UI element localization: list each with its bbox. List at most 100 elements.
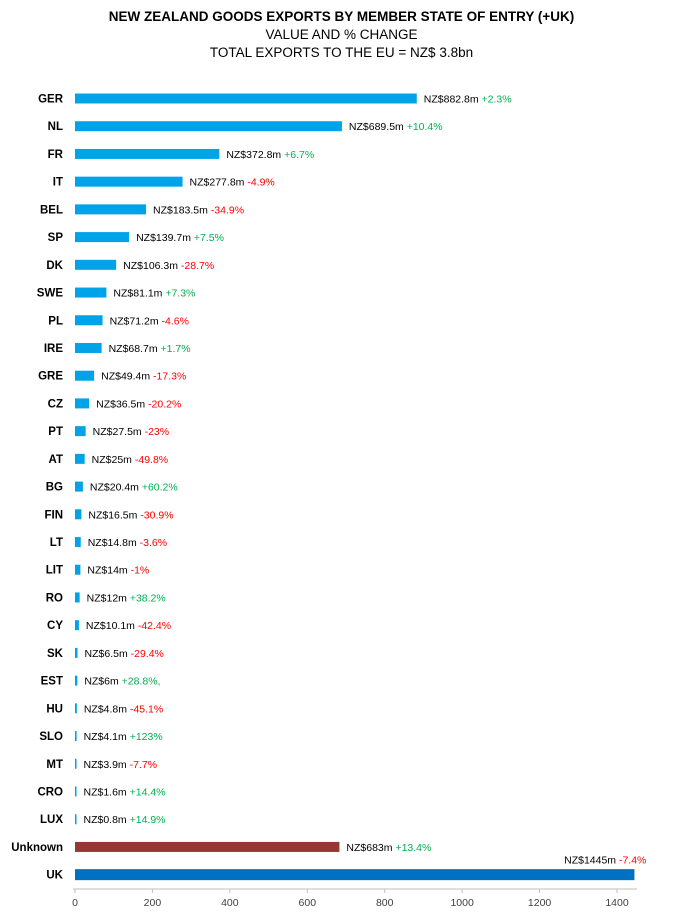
change-label: +6.7% [284,149,314,161]
category-label: BEL [40,204,63,216]
change-label: +14.9% [130,814,166,826]
chart-title: NEW ZEALAND GOODS EXPORTS BY MEMBER STAT… [108,9,575,24]
value-label: NZ$277.8m [190,177,248,189]
bar [75,703,77,714]
data-label: NZ$372.8m +6.7% [226,149,314,161]
change-label: -30.9% [140,509,173,521]
bar [75,786,77,797]
change-label: -34.9% [211,204,244,216]
category-label: LIT [46,565,63,577]
category-label: LT [50,537,63,549]
data-label: NZ$25m -49.8% [92,454,168,466]
value-label: NZ$183.5m [153,204,211,216]
chart-subtitle-2: TOTAL EXPORTS TO THE EU = NZ$ 3.8bn [209,45,474,60]
category-label: CY [47,620,63,632]
x-tick-label: 1400 [605,897,629,909]
bar [75,259,117,270]
bar [75,370,95,381]
x-tick-label: 800 [376,897,394,909]
bar [75,814,77,825]
category-label: UK [46,870,63,882]
change-label: -45.1% [130,703,163,715]
bar [75,592,80,603]
value-label: NZ$25m [92,454,135,466]
bar [75,232,130,243]
bar [75,398,90,409]
data-label: NZ$68.7m +1.7% [109,343,191,355]
value-label: NZ$68.7m [109,343,161,355]
category-label: AT [49,454,63,466]
x-tick-label: 400 [221,897,239,909]
value-label: NZ$4.8m [84,703,130,715]
value-label: NZ$683m [346,842,395,854]
x-tick-label: 1200 [528,897,552,909]
value-label: NZ$0.8m [84,814,130,826]
data-label: NZ$0.8m +14.9% [84,814,166,826]
category-label: SP [48,232,64,244]
category-label: NL [48,121,63,133]
change-label: -17.3% [153,371,186,383]
change-label: +38.2% [130,592,166,604]
category-label: EST [41,676,63,688]
data-label: NZ$36.5m -20.2% [96,398,181,410]
data-label: NZ$6m +28.8%, [84,676,160,688]
bar [75,869,635,881]
data-label: NZ$4.8m -45.1% [84,703,163,715]
value-label: NZ$6.5m [85,648,131,660]
value-label: NZ$106.3m [123,260,181,272]
category-label: GRE [38,371,63,383]
value-label: NZ$3.9m [84,759,130,771]
value-label: NZ$6m [84,676,121,688]
value-label: NZ$1445m [564,855,619,867]
category-label: IRE [44,343,64,355]
change-label: -28.7% [181,260,214,272]
value-label: NZ$16.5m [88,509,140,521]
data-label: NZ$689.5m +10.4% [349,121,443,133]
bar [75,287,107,298]
value-label: NZ$689.5m [349,121,407,133]
change-label: +28.8%, [122,676,161,688]
category-label: SK [47,648,64,660]
data-label: NZ$14m -1% [87,565,149,577]
category-label: MT [46,759,63,771]
change-label: +2.3% [482,94,512,106]
category-label: Unknown [11,842,63,854]
data-label: NZ$277.8m -4.9% [190,177,275,189]
bar [75,315,103,326]
change-label: +7.5% [194,232,224,244]
category-label: DK [46,260,63,272]
category-label: HU [46,703,63,715]
category-label: IT [53,177,63,189]
value-label: NZ$10.1m [86,620,138,632]
data-label: NZ$4.1m +123% [84,731,163,743]
change-label: +60.2% [142,482,178,494]
value-label: NZ$139.7m [136,232,194,244]
bar [75,176,183,187]
value-label: NZ$71.2m [110,315,162,327]
data-label: NZ$6.5m -29.4% [85,648,164,660]
change-label: -4.9% [247,177,274,189]
value-label: NZ$49.4m [101,371,153,383]
bar [75,647,78,658]
category-label: BG [46,482,63,494]
change-label: -49.8% [135,454,168,466]
category-label: CZ [48,398,63,410]
bar [75,758,77,769]
data-label: NZ$882.8m +2.3% [424,94,512,106]
chart-titles: NEW ZEALAND GOODS EXPORTS BY MEMBER STAT… [0,8,683,62]
change-label: -20.2% [148,398,181,410]
bar [75,481,83,492]
bar [75,342,102,353]
bar [75,620,79,631]
bar [75,841,340,852]
data-label: NZ$49.4m -17.3% [101,371,186,383]
data-label: NZ$71.2m -4.6% [110,315,189,327]
value-label: NZ$81.1m [113,288,165,300]
bar [75,121,342,132]
bar [75,731,77,742]
x-tick-label: 1000 [450,897,474,909]
data-label: NZ$3.9m -7.7% [84,759,158,771]
bar [75,537,81,548]
bar [75,426,86,437]
data-label: NZ$81.1m +7.3% [113,288,195,300]
